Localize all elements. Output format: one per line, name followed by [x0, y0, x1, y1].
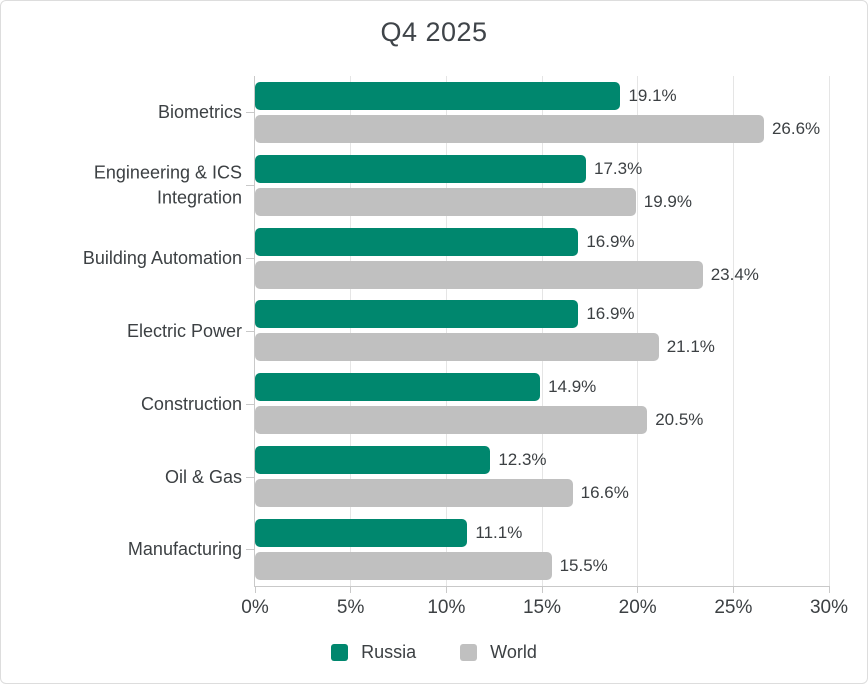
category-label: Engineering & ICS Integration — [93, 162, 242, 208]
x-axis-tick — [732, 586, 734, 593]
bar-line: 11.1% — [255, 518, 829, 547]
legend-swatch — [460, 644, 478, 661]
category-axis-tick — [246, 258, 255, 260]
x-tick-label: 30% — [809, 597, 849, 618]
chart-row: Construction 14.9% 20.5% — [141, 367, 829, 440]
bar-line: 16.9% — [255, 227, 829, 256]
chart-title: Q4 2025 — [380, 17, 488, 47]
bar-line: 16.9% — [255, 300, 829, 329]
value-label: 23.4% — [710, 264, 759, 284]
bar-russia — [255, 154, 586, 183]
gridline — [350, 76, 352, 586]
category-label: Oil & Gas — [164, 466, 242, 487]
gridline — [541, 76, 543, 586]
value-label: 11.1% — [475, 522, 523, 542]
gridline — [828, 76, 830, 586]
value-label: 17.3% — [594, 158, 643, 178]
bar-line: 15.5% — [255, 551, 829, 580]
category-axis-tick — [246, 330, 255, 332]
chart-row: Electric Power 16.9% 21.1% — [127, 295, 829, 368]
gridline — [732, 76, 734, 586]
category-axis-tick — [246, 476, 255, 478]
x-tick-label: 10% — [427, 597, 466, 618]
chart-row: Biometrics 19.1% 26.6% — [158, 76, 829, 149]
x-tick-label: 0% — [241, 597, 269, 618]
gridline — [445, 76, 447, 586]
chart-row: Engineering & ICS Integration 17.3% 19.9% — [94, 149, 829, 222]
value-label: 16.9% — [586, 304, 635, 324]
category-label: Biometrics — [157, 102, 242, 123]
bar-line: 20.5% — [255, 406, 829, 435]
gridline — [637, 76, 639, 586]
bar-russia — [255, 446, 491, 475]
value-label: 21.1% — [666, 337, 715, 357]
bar-line: 19.9% — [255, 187, 829, 216]
x-axis-tick — [828, 586, 830, 593]
value-label: 19.9% — [643, 191, 692, 211]
x-axis-tick — [541, 586, 543, 593]
chart-row: Building Automation 16.9% 23.4% — [83, 222, 829, 295]
value-label: 26.6% — [771, 118, 821, 138]
bar-line: 16.6% — [255, 479, 829, 508]
category-label: Manufacturing — [127, 539, 242, 560]
bar-line: 19.1% — [255, 81, 829, 110]
bar-world — [255, 406, 648, 435]
bar-line: 26.6% — [255, 114, 829, 143]
value-label: 15.5% — [559, 555, 608, 575]
x-tick-label: 25% — [714, 597, 753, 618]
x-axis-tick — [350, 586, 352, 593]
bar-line: 12.3% — [255, 446, 829, 475]
value-label: 16.9% — [586, 231, 635, 251]
x-axis-tick — [445, 586, 447, 593]
category-label: Electric Power — [126, 320, 242, 341]
category-axis-tick — [246, 403, 255, 405]
value-label: 16.6% — [580, 483, 629, 503]
bar-line: 21.1% — [255, 333, 829, 362]
value-label: 20.5% — [655, 410, 704, 430]
x-axis-tick — [254, 586, 256, 593]
x-tick-label: 5% — [336, 597, 365, 618]
x-tick-label: 15% — [522, 597, 562, 618]
bar-russia — [255, 373, 541, 402]
legend-item-russia: Russia — [331, 642, 416, 663]
bar-russia — [255, 518, 468, 547]
chart-row: Manufacturing 11.1% 15.5% — [128, 513, 829, 586]
x-axis-tick — [637, 586, 639, 593]
category-label: Building Automation — [82, 247, 242, 268]
plot-area: 0% 5% 10% 15% 20% 25% 30% Biometrics 19.1% 26.6% E… — [83, 76, 848, 618]
bar-world — [255, 260, 703, 289]
category-axis-tick — [246, 112, 255, 114]
bar-russia — [255, 227, 579, 256]
category-axis-tick — [246, 185, 255, 187]
value-label: 14.9% — [548, 377, 597, 397]
bar-world — [255, 187, 636, 216]
legend-swatch — [331, 644, 349, 661]
value-label: 19.1% — [628, 85, 677, 105]
legend-label: Russia — [361, 642, 417, 662]
category-label: Construction — [140, 393, 242, 414]
bar-world — [255, 479, 573, 508]
bar-line: 14.9% — [255, 373, 829, 402]
chart-row: Oil & Gas 12.3% 16.6% — [165, 440, 829, 513]
category-axis-tick — [246, 549, 255, 551]
bar-world — [255, 114, 764, 143]
bar-world — [255, 333, 659, 362]
bar-line: 17.3% — [255, 154, 829, 183]
value-label: 12.3% — [498, 450, 547, 470]
bar-russia — [255, 81, 621, 110]
legend-item-world: World — [460, 642, 537, 663]
legend-label: World — [490, 642, 537, 662]
bar-russia — [255, 300, 579, 329]
bar-world — [255, 551, 552, 580]
x-tick-label: 20% — [618, 597, 657, 618]
bar-line: 23.4% — [255, 260, 829, 289]
legend: Russia World — [1, 642, 867, 663]
